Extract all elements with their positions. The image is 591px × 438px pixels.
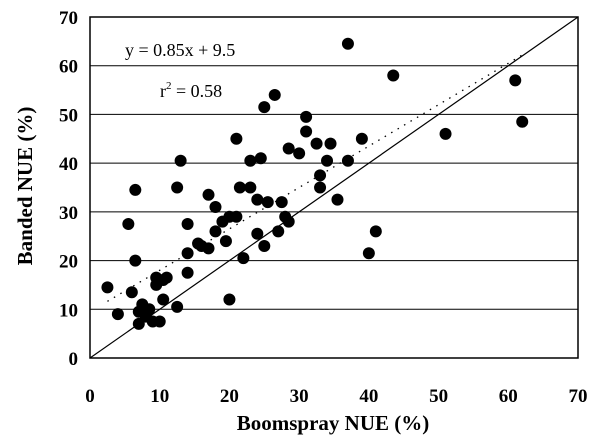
data-point [171, 181, 184, 194]
data-point [122, 218, 135, 231]
data-point [268, 88, 281, 101]
data-point [244, 181, 257, 194]
data-point [160, 271, 173, 284]
data-point [233, 181, 246, 194]
data-point [209, 200, 222, 213]
data-point [282, 142, 295, 155]
y-tick-label: 70 [59, 8, 78, 29]
data-point [314, 169, 327, 182]
data-point [369, 225, 382, 238]
reference-line-1to1 [89, 16, 579, 359]
data-point [314, 181, 327, 194]
data-point [202, 188, 215, 201]
data-point [300, 110, 313, 123]
data-point [272, 225, 285, 238]
r-squared-label: r2 = 0.58 [160, 80, 222, 101]
data-point [181, 266, 194, 279]
data-points [101, 37, 529, 330]
x-tick-label: 30 [290, 386, 309, 407]
data-point [129, 254, 142, 267]
data-point [324, 137, 337, 150]
x-tick-label: 50 [429, 386, 448, 407]
data-point [223, 293, 236, 306]
data-point [258, 101, 271, 114]
y-tick-labels: 0 10 20 30 40 50 60 70 [59, 8, 78, 370]
data-point [230, 132, 243, 145]
data-point [153, 315, 166, 328]
data-point [293, 147, 306, 160]
y-tick-label: 10 [59, 300, 78, 321]
data-point [362, 247, 375, 260]
data-point [516, 115, 529, 128]
data-point [202, 242, 215, 255]
x-axis-label: Boomspray NUE (%) [237, 411, 430, 435]
x-tick-label: 40 [359, 386, 378, 407]
data-point [125, 286, 138, 299]
data-point [171, 300, 184, 313]
data-point [244, 154, 257, 167]
data-point [509, 74, 522, 87]
x-tick-label: 10 [150, 386, 169, 407]
data-point [341, 37, 354, 50]
data-point [174, 154, 187, 167]
y-tick-label: 30 [59, 203, 78, 224]
x-tick-labels: 0 10 20 30 40 50 60 70 [85, 386, 587, 407]
equation-label: y = 0.85x + 9.5 [125, 40, 235, 60]
y-tick-label: 60 [59, 57, 78, 78]
data-point [251, 193, 264, 206]
data-point [237, 252, 250, 265]
y-tick-label: 50 [59, 105, 78, 126]
data-point [275, 196, 288, 209]
gridlines [90, 65, 578, 310]
data-point [181, 247, 194, 260]
data-point [310, 137, 323, 150]
data-point [143, 303, 156, 316]
data-point [439, 127, 452, 140]
y-tick-label: 40 [59, 154, 78, 175]
y-tick-label: 20 [59, 252, 78, 273]
data-point [129, 183, 142, 196]
data-point [219, 235, 232, 248]
data-point [387, 69, 400, 82]
x-tick-label: 60 [499, 386, 518, 407]
data-point [341, 154, 354, 167]
x-tick-label: 70 [569, 386, 588, 407]
y-axis-label: Banded NUE (%) [13, 107, 37, 266]
r-squared-value: = 0.58 [172, 81, 223, 101]
y-tick-label: 0 [69, 349, 79, 370]
data-point [157, 293, 170, 306]
data-point [181, 218, 194, 231]
x-tick-label: 20 [220, 386, 239, 407]
data-point [101, 281, 114, 294]
one-to-one-line [89, 16, 579, 359]
data-point [230, 210, 243, 223]
data-point [251, 227, 264, 240]
r-squared-exponent: 2 [166, 80, 172, 92]
data-point [261, 196, 274, 209]
r-squared-prefix: r [160, 81, 166, 101]
data-point [355, 132, 368, 145]
data-point [321, 154, 334, 167]
data-point [331, 193, 344, 206]
plot-frame [89, 16, 579, 359]
data-point [300, 125, 313, 138]
data-point [258, 239, 271, 252]
data-point [209, 225, 222, 238]
data-point [282, 215, 295, 228]
data-point [111, 308, 124, 321]
x-tick-label: 0 [85, 386, 95, 407]
data-point [254, 152, 267, 165]
